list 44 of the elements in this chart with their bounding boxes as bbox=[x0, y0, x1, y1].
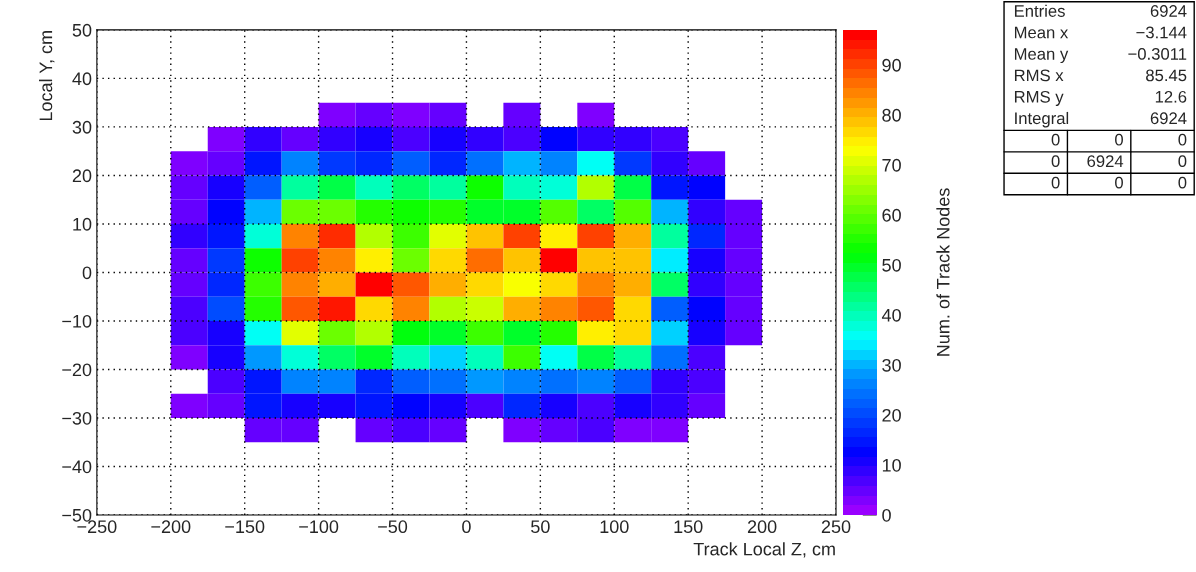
y-tick-label: 50 bbox=[72, 23, 92, 37]
y-tick-label: 0 bbox=[82, 266, 92, 280]
text: 0 0 0 bbox=[1051, 133, 1187, 146]
color-bar-title: Num. of Track Nodes bbox=[936, 188, 950, 356]
color-bar-label: 70 bbox=[882, 158, 901, 172]
text: 0 0 0 bbox=[1051, 176, 1187, 189]
y-tick-label: −30 bbox=[62, 411, 92, 425]
x-tick-label: 150 bbox=[674, 520, 703, 534]
y-tick-label: −10 bbox=[62, 314, 92, 328]
x-tick-label: 50 bbox=[531, 520, 550, 534]
x-tick-label: −150 bbox=[225, 520, 265, 534]
x-axis-title: Track Local Z, cm bbox=[693, 542, 835, 558]
x-tick-label: −200 bbox=[151, 520, 191, 534]
text: Mean x −3.144 bbox=[1014, 26, 1187, 39]
x-tick-label: −50 bbox=[378, 520, 408, 534]
color-bar-label: 20 bbox=[882, 408, 901, 422]
y-tick-label: 10 bbox=[73, 217, 92, 231]
color-bar-label: 10 bbox=[882, 458, 901, 472]
color-bar-label: 80 bbox=[882, 108, 901, 122]
text: RMS x 85.45 bbox=[1014, 69, 1187, 82]
text: Mean y −0.3011 bbox=[1014, 48, 1187, 64]
y-tick-label: −40 bbox=[62, 460, 92, 474]
y-tick-label: 30 bbox=[72, 120, 92, 134]
x-tick-label: 100 bbox=[600, 520, 629, 534]
x-tick-label: −250 bbox=[77, 520, 117, 534]
y-tick-label: 40 bbox=[72, 72, 92, 86]
color-bar-label: 30 bbox=[882, 358, 901, 372]
x-tick-label: −100 bbox=[299, 520, 339, 534]
text: Entries 6924 bbox=[1014, 4, 1187, 17]
x-tick-label: 0 bbox=[462, 520, 471, 534]
x-tick-label: 200 bbox=[747, 520, 777, 534]
y-tick-label: 20 bbox=[72, 169, 92, 183]
text: 0 6924 0 bbox=[1051, 155, 1187, 168]
color-bar-label: 0 bbox=[882, 508, 891, 522]
color-bar-label: 50 bbox=[882, 258, 901, 272]
color-bar-label: 60 bbox=[882, 208, 901, 222]
text: RMS y 12.6 bbox=[1014, 90, 1187, 107]
y-tick-label: −20 bbox=[62, 363, 92, 377]
x-tick-label: 250 bbox=[821, 520, 851, 534]
y-axis-title: Local Y, cm bbox=[39, 31, 55, 121]
text: Integral 6924 bbox=[1015, 111, 1187, 128]
y-tick-label: −50 bbox=[62, 508, 92, 522]
color-bar-label: 40 bbox=[881, 308, 901, 322]
color-bar-label: 90 bbox=[882, 58, 901, 72]
